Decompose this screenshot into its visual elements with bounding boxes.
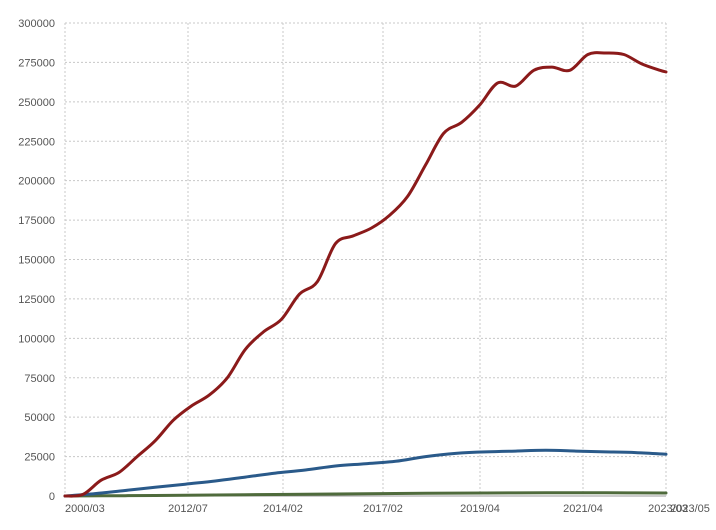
y-tick-label: 300000 xyxy=(18,18,55,30)
y-tick-label: 225000 xyxy=(18,136,55,148)
x-tick-label: 2023/05 xyxy=(670,503,710,515)
y-tick-label: 50000 xyxy=(24,412,55,424)
series-lines xyxy=(63,51,668,498)
y-tick-label: 150000 xyxy=(18,255,55,267)
x-tick-label: 2000/03 xyxy=(65,503,105,515)
y-tick-label: 75000 xyxy=(24,373,55,385)
x-axis-ticks: 2000/03 2012/07 2014/02 2017/02 2019/04 2021/… xyxy=(65,503,710,515)
y-tick-label: 125000 xyxy=(18,294,55,306)
grid-lines xyxy=(64,22,667,497)
x-tick-label: 2017/02 xyxy=(363,503,403,515)
y-axis-ticks: 0 25000 50000 75000 100000 125000 150000 175000… xyxy=(18,18,55,503)
y-tick-label: 275000 xyxy=(18,57,55,69)
x-tick-label: 2014/02 xyxy=(263,503,303,515)
y-tick-label: 25000 xyxy=(24,452,55,464)
y-tick-label: 200000 xyxy=(18,176,55,188)
series-line-1 xyxy=(63,51,668,498)
x-tick-label: 2021/04 xyxy=(563,503,603,515)
y-tick-label: 0 xyxy=(49,491,55,503)
y-tick-label: 175000 xyxy=(18,215,55,227)
y-tick-label: 250000 xyxy=(18,97,55,109)
x-tick-label: 2012/07 xyxy=(168,503,208,515)
y-tick-label: 100000 xyxy=(18,333,55,345)
x-tick-label: 2023/03 xyxy=(648,503,688,515)
series-line-3 xyxy=(63,491,668,498)
series-line-2 xyxy=(63,448,668,498)
x-tick-label: 2019/04 xyxy=(460,503,500,515)
